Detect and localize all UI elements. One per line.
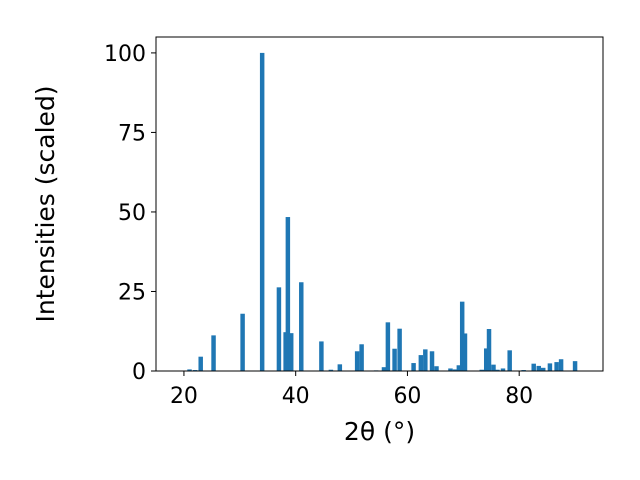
bar [397,328,402,371]
bar [276,287,282,371]
y-tick-label: 100 [104,42,146,67]
bar [337,364,343,371]
x-tick-label: 20 [170,384,198,409]
x-axis-ticks: 20 40 60 80 [170,371,533,409]
bar [328,369,334,371]
bar [459,301,465,371]
y-axis-ticks: 0 25 50 75 100 [104,42,156,385]
bar [462,333,468,371]
bar [319,341,324,371]
x-tick-label: 40 [282,384,310,409]
bar [531,363,536,371]
bar [434,366,439,371]
bar [547,363,553,371]
x-tick-label: 80 [505,384,533,409]
bar [558,359,564,371]
bar [540,367,546,371]
bar-series [187,52,578,372]
bar [500,368,506,371]
bar [299,282,304,371]
bar [491,364,496,371]
bar [411,363,416,371]
bar [288,333,294,371]
bar [429,351,435,371]
bar [423,349,428,371]
bar [495,369,500,371]
bar [456,365,462,371]
y-tick-label: 50 [118,201,146,226]
bar [554,362,559,371]
bar [536,365,541,371]
plot-frame [155,36,604,372]
bar [283,332,288,371]
y-tick-label: 25 [118,280,146,305]
bar [285,217,291,371]
bar [507,350,512,371]
y-axis-label: Intensities (scaled) [31,85,60,322]
bar [479,369,484,371]
bar [240,313,245,371]
bar [392,348,397,371]
bar [483,348,489,371]
bar [187,369,192,371]
bar [385,322,391,371]
bar [381,367,387,371]
x-axis-label: 2θ (°) [344,417,415,446]
bar [259,52,265,372]
y-tick-label: 0 [132,360,146,385]
bar [198,356,203,371]
x-tick-label: 60 [393,384,421,409]
bar [211,335,216,371]
y-tick-label: 75 [118,121,146,146]
bar [359,344,364,371]
bar [354,351,360,371]
bar [486,329,492,371]
bar [448,368,453,371]
bar [452,369,458,371]
bar [418,355,424,371]
bar [572,361,578,371]
